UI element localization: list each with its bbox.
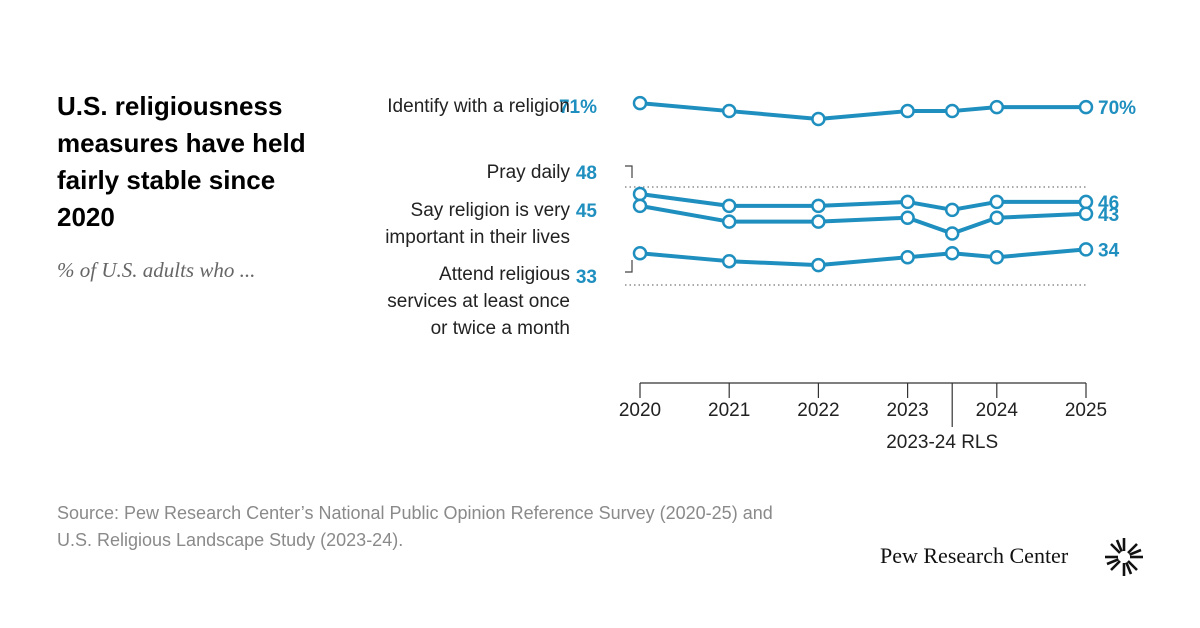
series-line [639, 101, 1086, 121]
data-point [1078, 242, 1094, 257]
data-point [1078, 99, 1094, 115]
value-label: 43 [1098, 205, 1119, 226]
data-point [811, 111, 826, 127]
data-point [944, 202, 960, 218]
series-line [639, 203, 1087, 236]
dotted-guides [625, 186, 1086, 286]
data-point [900, 210, 915, 225]
data-point [632, 246, 648, 261]
series-label: Identify with a religion [387, 96, 570, 117]
data-point [900, 249, 915, 265]
x-tick-label: 2021 [708, 400, 750, 421]
value-label: 45 [576, 201, 598, 222]
series-line [639, 247, 1087, 268]
series-label: Pray daily [486, 162, 570, 183]
data-point [989, 249, 1005, 265]
data-point [721, 198, 737, 214]
x-tick-label: 2025 [1065, 400, 1107, 421]
bracket [625, 165, 633, 273]
data-point [811, 214, 826, 229]
data-point [811, 198, 826, 214]
data-point [900, 103, 915, 119]
data-point [944, 246, 960, 261]
series-line [639, 192, 1086, 212]
data-point [632, 186, 648, 202]
series-label: Attend religious services at least once … [387, 264, 570, 339]
logo-text: Pew Research Center [880, 543, 1069, 568]
value-label: 46 [1098, 193, 1119, 214]
value-label: 34 [1098, 240, 1120, 261]
series-label: Say religion is very important in their … [385, 200, 570, 248]
data-point [632, 198, 648, 214]
data-point [721, 253, 737, 269]
x-tick-label: 2022 [797, 400, 839, 421]
value-label: 70% [1098, 98, 1136, 119]
value-label: 48 [576, 163, 597, 184]
data-point [721, 103, 737, 119]
source-note: Source: Pew Research Center’s National P… [57, 503, 773, 550]
chart-title: U.S. religiousness measures have held fa… [57, 91, 306, 232]
logo-mark [1105, 538, 1143, 576]
value-label: 71% [559, 97, 597, 118]
rls-tick-label: 2023-24 RLS [886, 432, 998, 453]
data-point [989, 99, 1005, 115]
x-tick-label: 2020 [619, 400, 661, 421]
data-point [1078, 194, 1094, 210]
data-point [1078, 206, 1094, 222]
data-point [989, 210, 1005, 225]
data-point [944, 226, 960, 241]
data-point [989, 194, 1005, 210]
data-point [900, 194, 915, 210]
data-point [944, 103, 960, 119]
data-point [721, 214, 737, 229]
x-tick-label: 2023 [886, 400, 928, 421]
data-point [632, 95, 648, 111]
chart-subtitle: % of U.S. adults who ... [57, 258, 256, 282]
data-point [811, 257, 826, 273]
value-label: 33 [576, 267, 597, 288]
x-tick-label: 2024 [976, 400, 1019, 421]
